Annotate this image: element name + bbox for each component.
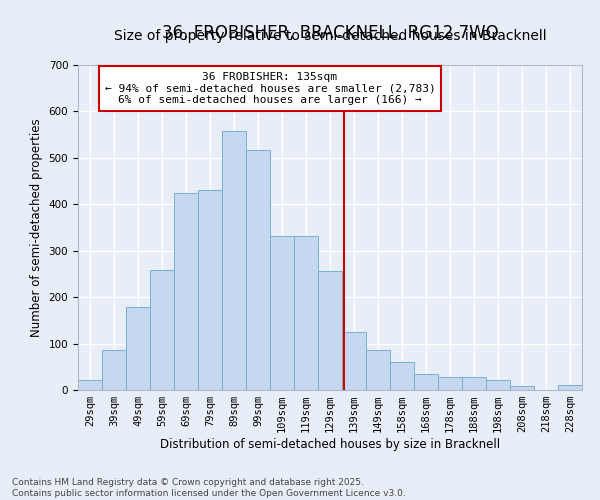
- Bar: [414, 374, 438, 390]
- Bar: [294, 236, 318, 390]
- Bar: [174, 192, 198, 390]
- Y-axis label: Number of semi-detached properties: Number of semi-detached properties: [30, 118, 43, 337]
- Bar: [78, 380, 102, 390]
- Title: Size of property relative to semi-detached houses in Bracknell: Size of property relative to semi-detach…: [113, 29, 547, 43]
- Bar: [390, 362, 414, 390]
- Bar: [150, 270, 174, 390]
- Bar: [270, 236, 294, 390]
- Bar: [486, 380, 510, 390]
- Text: 36 FROBISHER: 135sqm
← 94% of semi-detached houses are smaller (2,783)
6% of sem: 36 FROBISHER: 135sqm ← 94% of semi-detac…: [104, 72, 436, 105]
- Bar: [462, 378, 486, 390]
- Bar: [198, 190, 222, 390]
- Text: Contains HM Land Registry data © Crown copyright and database right 2025.
Contai: Contains HM Land Registry data © Crown c…: [12, 478, 406, 498]
- Bar: [438, 377, 462, 390]
- Bar: [246, 150, 270, 390]
- Text: 36, FROBISHER, BRACKNELL, RG12 7WQ: 36, FROBISHER, BRACKNELL, RG12 7WQ: [161, 24, 499, 42]
- Bar: [558, 386, 582, 390]
- Bar: [318, 271, 342, 390]
- Bar: [126, 308, 150, 390]
- Bar: [102, 350, 126, 390]
- Bar: [342, 332, 366, 390]
- X-axis label: Distribution of semi-detached houses by size in Bracknell: Distribution of semi-detached houses by …: [160, 438, 500, 451]
- Bar: [366, 350, 390, 390]
- Bar: [222, 131, 246, 390]
- Bar: [510, 386, 534, 390]
